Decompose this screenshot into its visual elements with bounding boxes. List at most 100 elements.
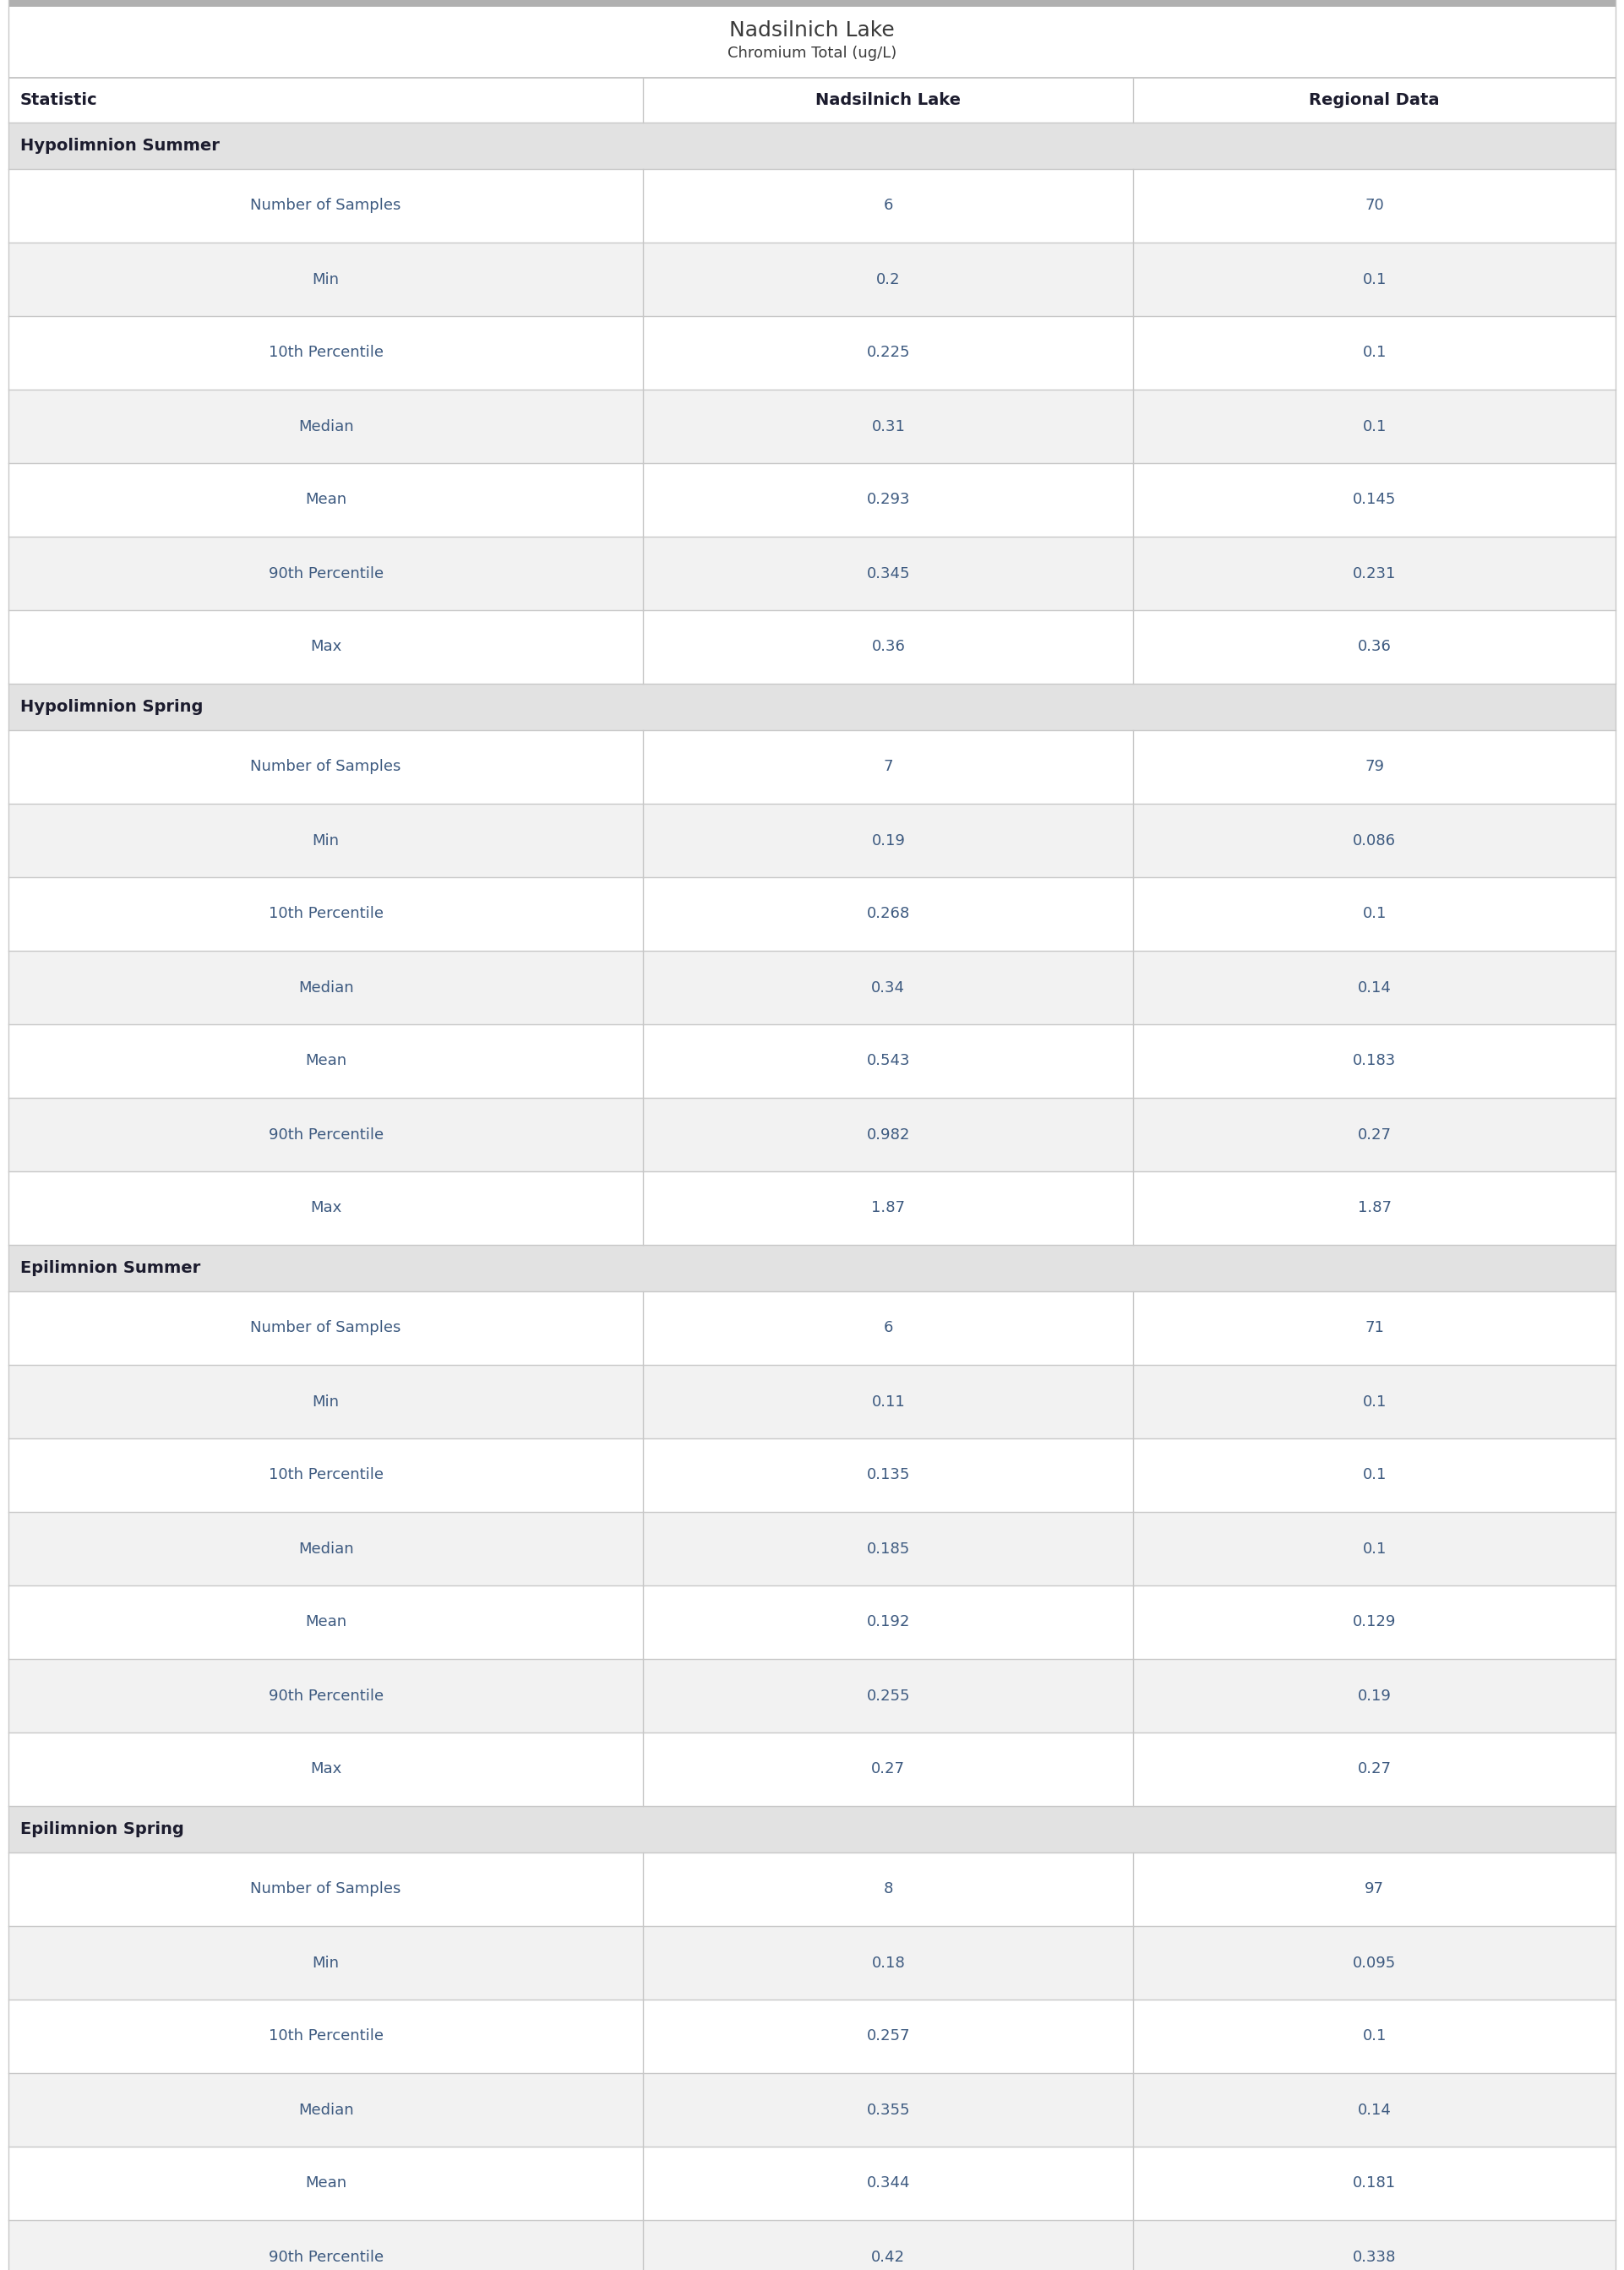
Text: 10th Percentile: 10th Percentile xyxy=(268,1469,383,1482)
Text: Max: Max xyxy=(310,1762,341,1777)
Text: 90th Percentile: 90th Percentile xyxy=(268,565,383,581)
Text: Mean: Mean xyxy=(305,1053,346,1069)
Text: Number of Samples: Number of Samples xyxy=(250,1321,401,1335)
Text: 90th Percentile: 90th Percentile xyxy=(268,1689,383,1702)
Bar xyxy=(8,123,1616,168)
Text: 0.19: 0.19 xyxy=(872,833,905,849)
Bar xyxy=(8,1732,1616,1807)
Text: 79: 79 xyxy=(1364,760,1384,774)
Text: 0.181: 0.181 xyxy=(1353,2175,1397,2191)
Text: Min: Min xyxy=(312,272,339,286)
Text: Epilimnion Spring: Epilimnion Spring xyxy=(19,1821,184,1836)
Text: 0.344: 0.344 xyxy=(867,2175,909,2191)
Text: 0.42: 0.42 xyxy=(872,2250,905,2265)
Text: Chromium Total (ug/L): Chromium Total (ug/L) xyxy=(728,45,896,61)
Text: 0.1: 0.1 xyxy=(1363,2029,1387,2043)
Bar xyxy=(8,1364,1616,1439)
Bar xyxy=(8,1852,1616,1925)
Bar xyxy=(8,804,1616,876)
Text: 0.192: 0.192 xyxy=(867,1614,909,1630)
Bar xyxy=(8,1244,1616,1292)
Text: 8: 8 xyxy=(883,1882,893,1898)
Text: 0.34: 0.34 xyxy=(872,981,905,994)
Text: Mean: Mean xyxy=(305,1614,346,1630)
Text: 71: 71 xyxy=(1364,1321,1384,1335)
Text: Number of Samples: Number of Samples xyxy=(250,1882,401,1898)
Text: 0.31: 0.31 xyxy=(872,418,905,434)
Text: Mean: Mean xyxy=(305,2175,346,2191)
Text: 0.231: 0.231 xyxy=(1353,565,1397,581)
Text: 1.87: 1.87 xyxy=(872,1201,905,1217)
Text: 0.345: 0.345 xyxy=(867,565,909,581)
Text: 97: 97 xyxy=(1364,1882,1384,1898)
Text: Max: Max xyxy=(310,640,341,654)
Text: Hypolimnion Summer: Hypolimnion Summer xyxy=(19,138,219,154)
Text: 0.27: 0.27 xyxy=(872,1762,905,1777)
Text: Mean: Mean xyxy=(305,493,346,508)
Bar xyxy=(8,731,1616,804)
Bar xyxy=(8,611,1616,683)
Text: 0.2: 0.2 xyxy=(877,272,900,286)
Bar xyxy=(8,951,1616,1024)
Text: 0.1: 0.1 xyxy=(1363,906,1387,922)
Text: Number of Samples: Number of Samples xyxy=(250,760,401,774)
Text: 7: 7 xyxy=(883,760,893,774)
Bar xyxy=(8,1024,1616,1099)
Text: Nadsilnich Lake: Nadsilnich Lake xyxy=(729,20,895,41)
Bar xyxy=(8,1512,1616,1584)
Text: 0.1: 0.1 xyxy=(1363,272,1387,286)
Text: 0.1: 0.1 xyxy=(1363,1469,1387,1482)
Text: 0.36: 0.36 xyxy=(1358,640,1392,654)
Text: 0.11: 0.11 xyxy=(872,1394,905,1410)
Text: 10th Percentile: 10th Percentile xyxy=(268,2029,383,2043)
Bar xyxy=(8,1439,1616,1512)
Text: 0.1: 0.1 xyxy=(1363,418,1387,434)
Text: Min: Min xyxy=(312,1954,339,1970)
Text: Max: Max xyxy=(310,1201,341,1217)
Text: Median: Median xyxy=(299,2102,354,2118)
Bar xyxy=(8,876,1616,951)
Text: 0.095: 0.095 xyxy=(1353,1954,1397,1970)
Text: 0.14: 0.14 xyxy=(1358,2102,1392,2118)
Text: 0.185: 0.185 xyxy=(867,1541,909,1557)
Text: Min: Min xyxy=(312,1394,339,1410)
Bar xyxy=(8,316,1616,390)
Text: 0.086: 0.086 xyxy=(1353,833,1397,849)
Bar xyxy=(8,1099,1616,1171)
Text: 6: 6 xyxy=(883,1321,893,1335)
Text: 0.1: 0.1 xyxy=(1363,345,1387,361)
Text: 90th Percentile: 90th Percentile xyxy=(268,1126,383,1142)
Text: Statistic: Statistic xyxy=(19,93,97,109)
Text: 90th Percentile: 90th Percentile xyxy=(268,2250,383,2265)
Text: Epilimnion Summer: Epilimnion Summer xyxy=(19,1260,200,1276)
Text: Min: Min xyxy=(312,833,339,849)
Text: Hypolimnion Spring: Hypolimnion Spring xyxy=(19,699,203,715)
Text: 0.18: 0.18 xyxy=(872,1954,905,1970)
Bar xyxy=(8,2000,1616,2073)
Bar xyxy=(8,0,1616,7)
Text: 0.1: 0.1 xyxy=(1363,1394,1387,1410)
Text: 0.183: 0.183 xyxy=(1353,1053,1397,1069)
Text: 0.145: 0.145 xyxy=(1353,493,1397,508)
Text: 0.355: 0.355 xyxy=(867,2102,909,2118)
Text: 0.543: 0.543 xyxy=(867,1053,909,1069)
Text: 0.129: 0.129 xyxy=(1353,1614,1397,1630)
Text: Median: Median xyxy=(299,418,354,434)
Text: 1.87: 1.87 xyxy=(1358,1201,1392,1217)
Text: 0.27: 0.27 xyxy=(1358,1762,1392,1777)
Text: 10th Percentile: 10th Percentile xyxy=(268,345,383,361)
Bar xyxy=(8,463,1616,536)
Bar xyxy=(8,683,1616,731)
Text: 0.14: 0.14 xyxy=(1358,981,1392,994)
Text: Median: Median xyxy=(299,981,354,994)
Bar xyxy=(8,1807,1616,1852)
Bar xyxy=(8,2073,1616,2147)
Bar xyxy=(8,390,1616,463)
Bar xyxy=(8,2220,1616,2270)
Text: Regional Data: Regional Data xyxy=(1309,93,1440,109)
Text: 0.225: 0.225 xyxy=(867,345,909,361)
Text: 0.257: 0.257 xyxy=(867,2029,909,2043)
Bar xyxy=(8,168,1616,243)
Text: 10th Percentile: 10th Percentile xyxy=(268,906,383,922)
Text: 0.338: 0.338 xyxy=(1353,2250,1397,2265)
